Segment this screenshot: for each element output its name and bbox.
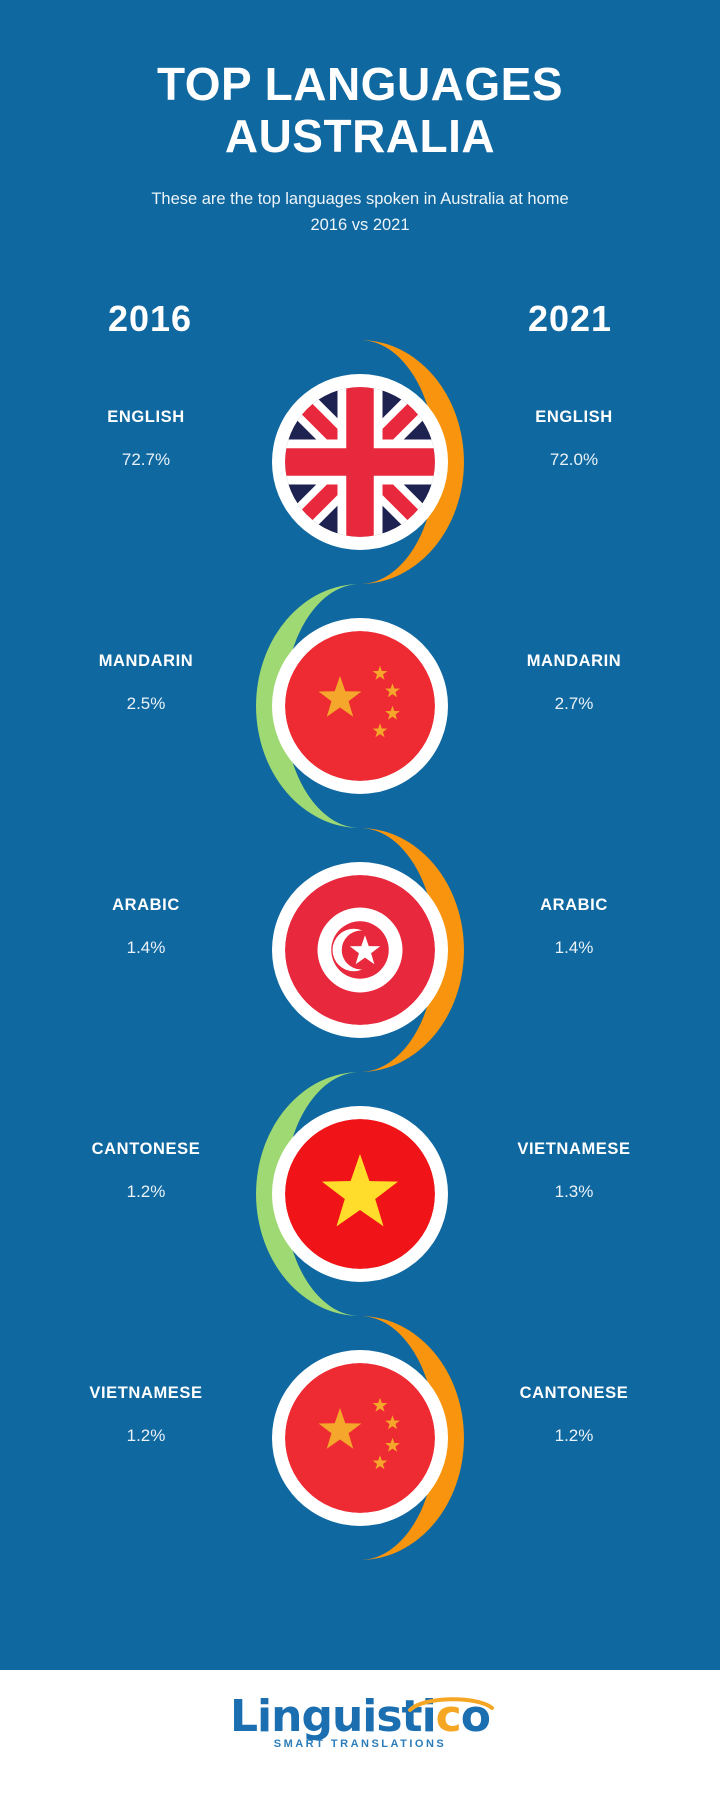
flag-image [285, 875, 435, 1025]
china-flag-icon [285, 631, 435, 781]
language-label-left: ENGLISH [107, 408, 185, 426]
logo-text-part-1: Linguisti [230, 1691, 437, 1742]
page-title: TOP LANGUAGES AUSTRALIA [0, 58, 720, 162]
language-label-right: ARABIC [540, 896, 608, 914]
language-label-left: MANDARIN [98, 652, 194, 670]
language-label-left: VIETNAMESE [89, 1384, 203, 1402]
column-header-2016: 2016 [107, 298, 193, 339]
title-line-1: TOP LANGUAGES [156, 58, 564, 110]
column-header-2021: 2021 [527, 298, 613, 339]
language-percent-right: 1.2% [554, 1426, 594, 1445]
header: TOP LANGUAGES AUSTRALIA These are the to… [0, 58, 720, 238]
subtitle-line-2: 2016 vs 2021 [310, 216, 410, 234]
connector-arc-icon [360, 340, 464, 584]
logo-swoosh-icon [407, 1697, 494, 1712]
flag-circle[interactable] [272, 1350, 448, 1526]
language-percent-right: 1.3% [554, 1182, 594, 1201]
vietnam-flag-icon [285, 1119, 435, 1269]
language-percent-left: 1.2% [126, 1426, 166, 1445]
language-row: ENGLISH 72.7% ENGLISH 72.0% [0, 340, 720, 584]
language-percent-left: 2.5% [126, 694, 166, 713]
flag-circle[interactable] [272, 862, 448, 1038]
language-row: VIETNAMESE 1.2% CANTONESE 1.2% [0, 1316, 720, 1560]
language-row: CANTONESE 1.2% VIETNAMESE 1.3% [0, 1072, 720, 1316]
language-label-left: CANTONESE [91, 1140, 201, 1158]
tunisia-flag-icon [285, 875, 435, 1025]
flag-image [285, 1119, 435, 1269]
page-subtitle: These are the top languages spoken in Au… [0, 186, 720, 238]
language-label-right: VIETNAMESE [517, 1140, 631, 1158]
connector-arc-icon [360, 1316, 464, 1560]
footer: Linguistico SMART TRANSLATIONS [0, 1670, 720, 1800]
flag-circle[interactable] [272, 374, 448, 550]
united-kingdom-flag-icon [285, 387, 435, 537]
row-ribbon [190, 828, 530, 1072]
china-flag-icon [285, 1363, 435, 1513]
language-label-right: MANDARIN [526, 652, 622, 670]
subtitle-line-1: These are the top languages spoken in Au… [151, 190, 569, 208]
language-percent-left: 1.4% [126, 938, 166, 957]
language-percent-right: 1.4% [554, 938, 594, 957]
language-rows: ENGLISH 72.7% ENGLISH 72.0% MANDARIN 2.5% MAND… [0, 340, 720, 1660]
row-ribbon [190, 1072, 530, 1316]
connector-arc-icon [256, 1072, 360, 1316]
language-percent-right: 72.0% [549, 450, 599, 469]
brand-logo[interactable]: Linguistico SMART TRANSLATIONS [230, 1691, 494, 1750]
connector-arc-icon [256, 584, 360, 828]
flag-image [285, 1363, 435, 1513]
title-line-2: AUSTRALIA [224, 110, 496, 162]
language-percent-right: 2.7% [554, 694, 594, 713]
row-ribbon [190, 1316, 530, 1560]
flag-circle[interactable] [272, 1106, 448, 1282]
language-percent-left: 72.7% [121, 450, 171, 469]
flag-image [285, 631, 435, 781]
row-ribbon [190, 340, 530, 584]
language-row: ARABIC 1.4% ARABIC 1.4% [0, 828, 720, 1072]
row-ribbon [190, 584, 530, 828]
logo-tagline: SMART TRANSLATIONS [273, 1738, 447, 1750]
language-percent-left: 1.2% [126, 1182, 166, 1201]
connector-arc-icon [360, 828, 464, 1072]
language-label-right: ENGLISH [535, 408, 613, 426]
logo-wordmark: Linguistico [230, 1691, 494, 1742]
language-label-right: CANTONESE [519, 1384, 629, 1402]
flag-circle[interactable] [272, 618, 448, 794]
language-row: MANDARIN 2.5% MANDARIN 2.7% [0, 584, 720, 828]
language-label-left: ARABIC [112, 896, 180, 914]
year-headings: 2016 2021 [0, 298, 720, 344]
flag-image [285, 387, 435, 537]
